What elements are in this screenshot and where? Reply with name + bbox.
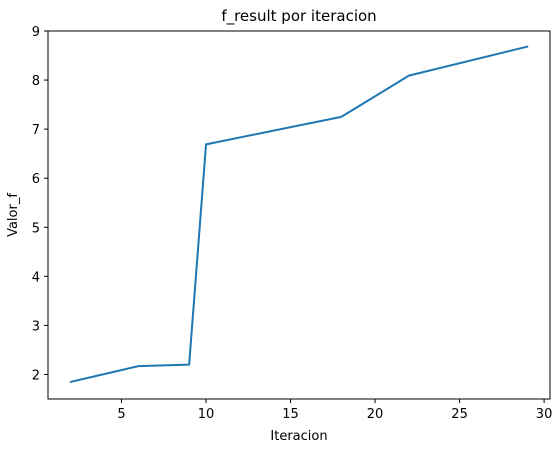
y-tick-label: 5 (32, 221, 40, 236)
x-tick-label: 25 (451, 407, 468, 422)
y-tick-label: 4 (32, 270, 40, 285)
y-tick-label: 6 (32, 172, 40, 187)
x-tick-label: 20 (367, 407, 384, 422)
y-tick-label: 7 (32, 123, 40, 138)
plot-frame (47, 30, 551, 400)
y-tick-label: 3 (32, 319, 40, 334)
x-axis-label: Iteracion (270, 429, 327, 444)
y-tick-label: 9 (32, 25, 40, 40)
y-tick-label: 8 (32, 74, 40, 89)
y-tick-label: 2 (32, 368, 40, 383)
x-tick-label: 10 (198, 407, 215, 422)
x-tick-label: 30 (536, 407, 553, 422)
ticks-layer: 5 10 15 20 25 30 2 3 4 5 6 7 8 9 (32, 25, 553, 422)
y-axis-label: Valor_f (6, 193, 21, 237)
chart-title: f_result por iteracion (221, 7, 376, 26)
series-line (69, 45, 529, 384)
x-tick-label: 15 (282, 407, 299, 422)
x-tick-label: 5 (117, 407, 125, 422)
